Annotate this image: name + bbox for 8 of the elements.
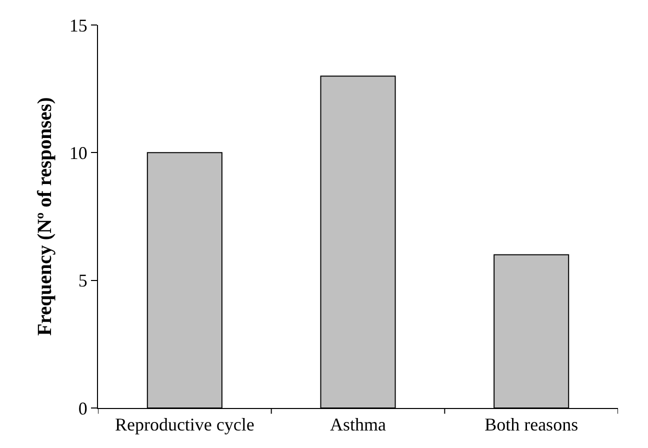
x-tick-label: Both reasons [484,414,578,435]
x-tick-label: Asthma [330,414,386,435]
x-tick-label: Reproductive cycle [114,414,254,435]
y-tick-label: 5 [78,270,88,291]
y-tick-label: 15 [69,15,88,36]
y-axis-title: Frequency (Nº of responses) [34,97,56,336]
y-tick-label: 10 [69,142,88,163]
y-tick-label: 0 [78,398,88,418]
